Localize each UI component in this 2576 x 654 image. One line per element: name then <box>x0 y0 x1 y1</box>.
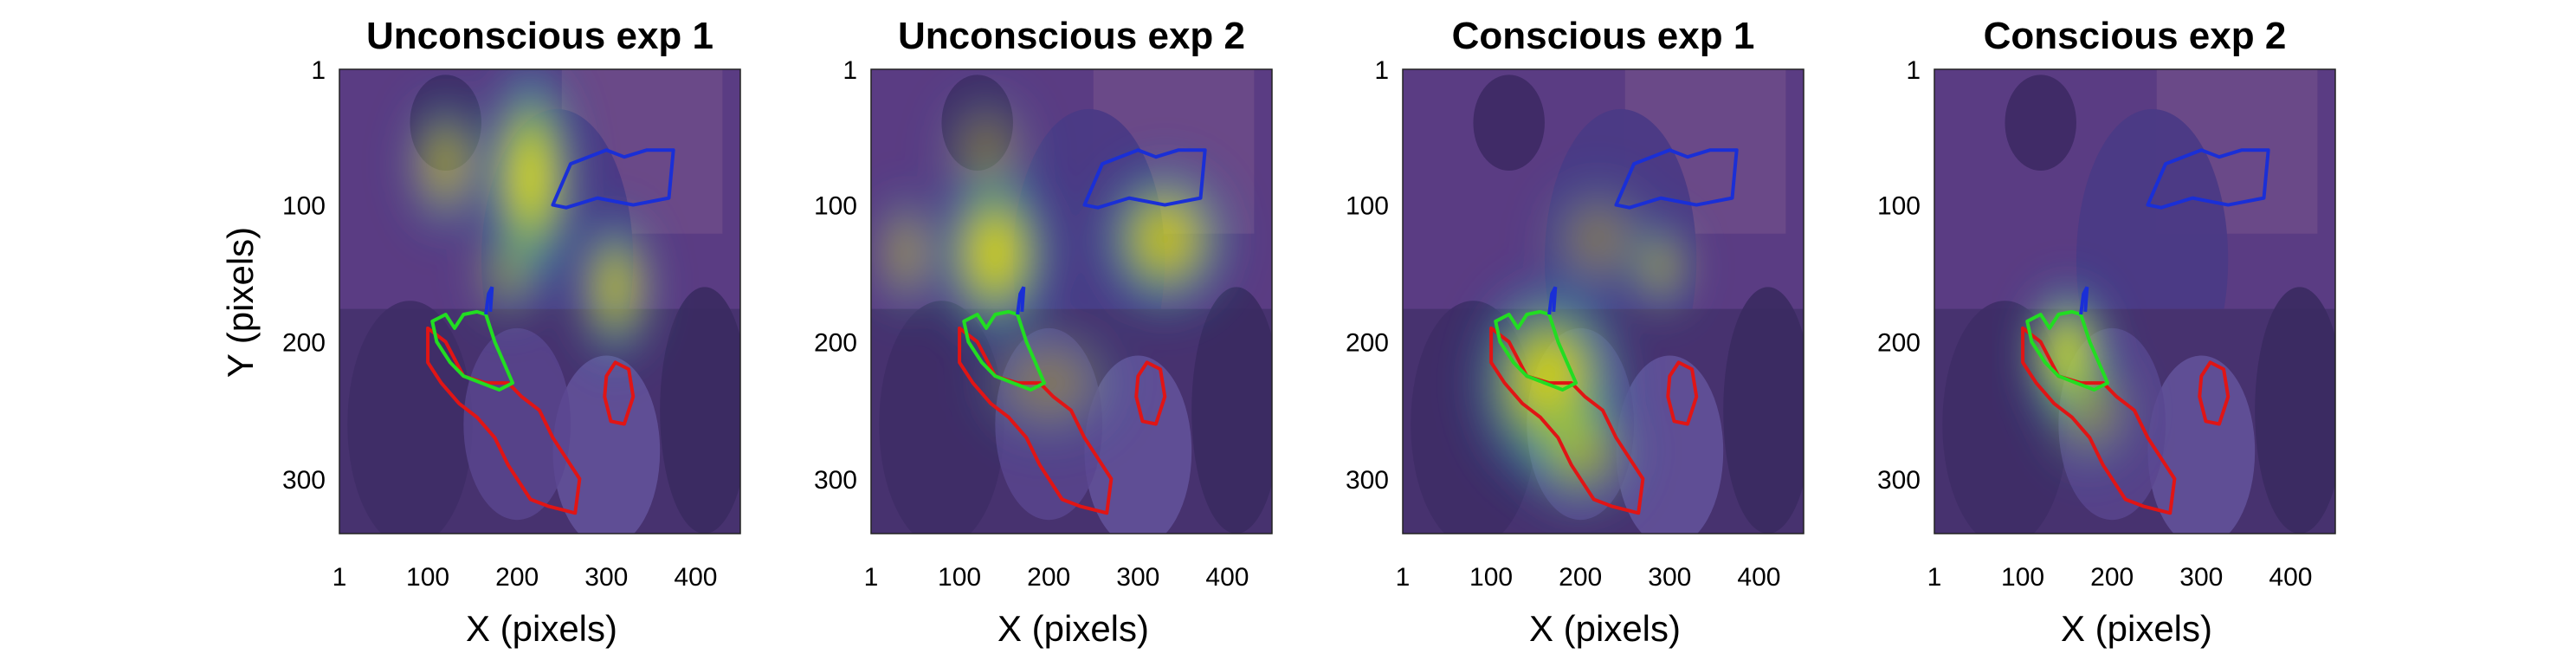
y-tick-label: 1 <box>311 56 326 85</box>
x-tick-label: 1 <box>1927 563 1942 592</box>
y-tick-label: 300 <box>814 466 857 495</box>
hotspot-2 <box>568 197 663 378</box>
x-tick-label: 300 <box>584 563 628 592</box>
panel-title: Conscious exp 1 <box>1452 15 1755 57</box>
hotspot-2 <box>1086 148 1244 330</box>
y-tick-label: 300 <box>1346 466 1389 495</box>
x-tick-label: 200 <box>2090 563 2134 592</box>
region-blue-mark <box>2079 286 2089 315</box>
region-green-outline <box>430 309 515 392</box>
region-red-small-outline <box>603 360 636 426</box>
x-tick-label: 400 <box>2269 563 2312 592</box>
y-tick-label: 100 <box>814 192 857 221</box>
region-blue-mark <box>1547 286 1558 315</box>
panel-4: Conscious exp 2 1 100 200 300 400 X (pixels) 1 1… <box>1877 15 2336 649</box>
x-tick-label: 100 <box>2001 563 2044 592</box>
region-blue-mark <box>1016 286 1026 315</box>
x-tick-label: 100 <box>406 563 449 592</box>
region-green-outline <box>1494 309 1579 392</box>
hotspot-2 <box>1511 376 1650 528</box>
panel-3: Conscious exp 1 1 100 200 300 400 X (pixels) 1 1… <box>1346 15 1804 649</box>
y-tick-label: 200 <box>1346 329 1389 358</box>
fixation-heatmap <box>2018 271 2149 486</box>
x-axis-label: X (pixels) <box>997 608 1149 649</box>
region-blue-outline <box>2146 148 2270 210</box>
x-axis-label: X (pixels) <box>1529 608 1681 649</box>
region-red-small-outline <box>2198 360 2231 426</box>
hotspot-3 <box>396 79 495 249</box>
x-tick-label: 200 <box>1027 563 1070 592</box>
region-red-outline <box>426 326 582 515</box>
y-tick-label: 200 <box>814 329 857 358</box>
region-red-outline <box>1489 326 1645 515</box>
plot-frame <box>339 68 741 534</box>
y-tick-label: 1 <box>843 56 857 85</box>
y-tick-label: 300 <box>1877 466 1921 495</box>
region-red-small-outline <box>1134 360 1167 426</box>
x-axis-label: X (pixels) <box>2061 608 2212 649</box>
y-tick-label: 200 <box>282 329 326 358</box>
y-tick-label: 1 <box>1906 56 1921 85</box>
x-tick-label: 300 <box>2179 563 2223 592</box>
stimulus-image <box>871 69 1272 534</box>
y-tick-label: 200 <box>1877 329 1921 358</box>
y-tick-label: 100 <box>1346 192 1389 221</box>
hotspot-2 <box>2030 334 2149 486</box>
x-tick-label: 200 <box>495 563 539 592</box>
region-red-small-outline <box>1666 360 1699 426</box>
region-blue-mark <box>484 286 494 315</box>
stimulus-image <box>1403 69 1804 534</box>
x-tick-label: 200 <box>1559 563 1602 592</box>
hotspot-5 <box>960 308 1138 459</box>
panel-title: Unconscious exp 2 <box>898 15 1245 57</box>
region-blue-outline <box>551 148 675 210</box>
plot-frame <box>870 68 1273 534</box>
x-tick-label: 400 <box>674 563 717 592</box>
x-tick-label: 1 <box>1396 563 1411 592</box>
region-blue-outline <box>1082 148 1207 210</box>
x-tick-label: 1 <box>864 563 879 592</box>
x-tick-label: 1 <box>332 563 347 592</box>
hotspot-4 <box>464 213 552 334</box>
region-red-outline <box>958 326 1114 515</box>
panel-2: Unconscious exp 2 1 100 200 300 400 X (pixels)… <box>814 15 1273 649</box>
x-tick-label: 400 <box>1205 563 1249 592</box>
region-red-outline <box>2021 326 2177 515</box>
panel-title: Unconscious exp 1 <box>366 15 713 57</box>
panel-1: Unconscious exp 1 1 100 200 300 400 X (pixels)… <box>282 15 741 649</box>
x-tick-label: 100 <box>938 563 981 592</box>
stimulus-image <box>1934 69 2335 534</box>
panel-title: Conscious exp 2 <box>1984 15 2287 57</box>
y-tick-label: 1 <box>1374 56 1389 85</box>
stimulus-image <box>339 69 740 534</box>
x-tick-label: 300 <box>1116 563 1159 592</box>
x-tick-label: 400 <box>1737 563 1780 592</box>
y-axis-label: Y (pixels) <box>220 227 261 378</box>
region-blue-outline <box>1614 148 1739 210</box>
x-tick-label: 300 <box>1648 563 1691 592</box>
fixation-heatmap <box>871 74 1244 459</box>
hotspot-4 <box>926 74 1046 226</box>
hotspot-3 <box>871 177 946 328</box>
x-axis-label: X (pixels) <box>466 608 617 649</box>
region-green-outline <box>2025 309 2110 392</box>
y-tick-label: 100 <box>282 192 326 221</box>
hotspot-4 <box>1529 164 1668 315</box>
y-tick-label: 300 <box>282 466 326 495</box>
region-green-outline <box>962 309 1047 392</box>
y-tick-label: 100 <box>1877 192 1921 221</box>
x-tick-label: 100 <box>1469 563 1513 592</box>
plot-frame <box>1934 68 2336 534</box>
plot-frame <box>1402 68 1804 534</box>
